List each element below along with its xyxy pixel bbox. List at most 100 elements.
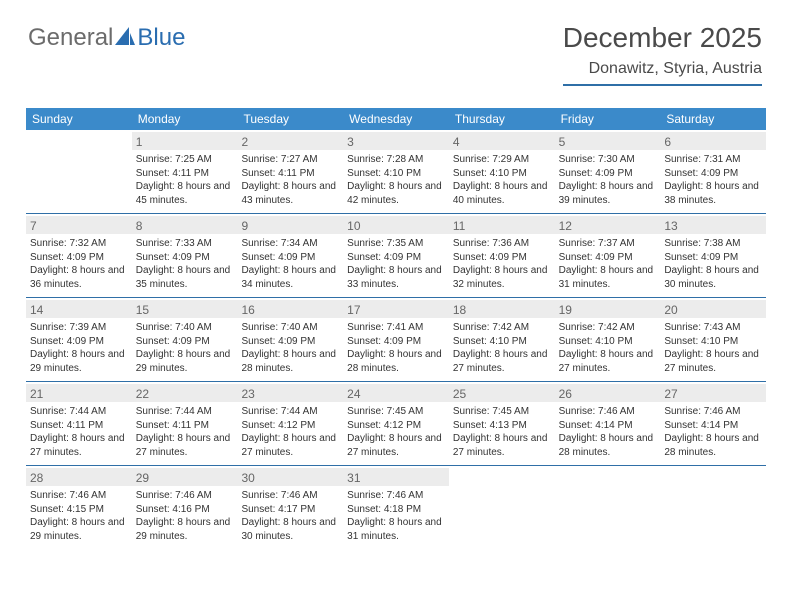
calendar-day: 25Sunrise: 7:45 AMSunset: 4:13 PMDayligh… xyxy=(449,382,555,465)
sunrise-text: Sunrise: 7:46 AM xyxy=(559,405,657,419)
daylight-text: Daylight: 8 hours and 36 minutes. xyxy=(30,264,128,291)
daylight-text: Daylight: 8 hours and 34 minutes. xyxy=(241,264,339,291)
calendar-day: 3 Sunrise: 7:28 AMSunset: 4:10 PMDaylight… xyxy=(343,130,449,213)
calendar-day: 30Sunrise: 7:46 AMSunset: 4:17 PMDayligh… xyxy=(237,466,343,549)
daylight-text: Daylight: 8 hours and 27 minutes. xyxy=(30,432,128,459)
weekday-header: Saturday xyxy=(660,108,766,130)
day-number-row: 27 xyxy=(660,384,766,402)
day-number-row: 10 xyxy=(343,216,449,234)
calendar-day: 27Sunrise: 7:46 AMSunset: 4:14 PMDayligh… xyxy=(660,382,766,465)
calendar-day: 20Sunrise: 7:43 AMSunset: 4:10 PMDayligh… xyxy=(660,298,766,381)
daylight-text: Daylight: 8 hours and 28 minutes. xyxy=(664,432,762,459)
sunrise-text: Sunrise: 7:40 AM xyxy=(136,321,234,335)
day-number: 6 xyxy=(664,135,671,149)
calendar-day xyxy=(449,466,555,549)
sunset-text: Sunset: 4:10 PM xyxy=(347,167,445,181)
calendar-day: 6 Sunrise: 7:31 AMSunset: 4:09 PMDaylight… xyxy=(660,130,766,213)
weekday-header: Friday xyxy=(555,108,661,130)
day-number-row: 16 xyxy=(237,300,343,318)
calendar-day: 23Sunrise: 7:44 AMSunset: 4:12 PMDayligh… xyxy=(237,382,343,465)
sunrise-text: Sunrise: 7:42 AM xyxy=(453,321,551,335)
day-number: 14 xyxy=(30,303,43,317)
day-number: 18 xyxy=(453,303,466,317)
calendar-week: 21Sunrise: 7:44 AMSunset: 4:11 PMDayligh… xyxy=(26,381,766,465)
day-number: 1 xyxy=(136,135,143,149)
day-number: 25 xyxy=(453,387,466,401)
daylight-text: Daylight: 8 hours and 31 minutes. xyxy=(347,516,445,543)
sunset-text: Sunset: 4:18 PM xyxy=(347,503,445,517)
daylight-text: Daylight: 8 hours and 28 minutes. xyxy=(241,348,339,375)
daylight-text: Daylight: 8 hours and 29 minutes. xyxy=(30,516,128,543)
day-number: 17 xyxy=(347,303,360,317)
day-number-row: 18 xyxy=(449,300,555,318)
sunrise-text: Sunrise: 7:46 AM xyxy=(664,405,762,419)
calendar-day: 2Sunrise: 7:27 AMSunset: 4:11 PMDaylight… xyxy=(237,130,343,213)
day-number-row: 24 xyxy=(343,384,449,402)
sunrise-text: Sunrise: 7:28 AM xyxy=(347,153,445,167)
sunrise-text: Sunrise: 7:46 AM xyxy=(241,489,339,503)
day-number: 5 xyxy=(559,135,566,149)
sunrise-text: Sunrise: 7:44 AM xyxy=(30,405,128,419)
calendar-day: 18Sunrise: 7:42 AMSunset: 4:10 PMDayligh… xyxy=(449,298,555,381)
day-number-row: 29 xyxy=(132,468,238,486)
day-number-row: 15 xyxy=(132,300,238,318)
sunset-text: Sunset: 4:11 PM xyxy=(30,419,128,433)
sunset-text: Sunset: 4:09 PM xyxy=(664,167,762,181)
day-number-row: 5 xyxy=(555,132,661,150)
calendar-day: 28Sunrise: 7:46 AMSunset: 4:15 PMDayligh… xyxy=(26,466,132,549)
sunset-text: Sunset: 4:12 PM xyxy=(347,419,445,433)
daylight-text: Daylight: 8 hours and 43 minutes. xyxy=(241,180,339,207)
day-number: 13 xyxy=(664,219,677,233)
daylight-text: Daylight: 8 hours and 27 minutes. xyxy=(559,348,657,375)
daylight-text: Daylight: 8 hours and 27 minutes. xyxy=(136,432,234,459)
day-number-row: 11 xyxy=(449,216,555,234)
daylight-text: Daylight: 8 hours and 45 minutes. xyxy=(136,180,234,207)
logo-sail-icon xyxy=(115,24,135,52)
sunrise-text: Sunrise: 7:45 AM xyxy=(347,405,445,419)
daylight-text: Daylight: 8 hours and 38 minutes. xyxy=(664,180,762,207)
sunset-text: Sunset: 4:09 PM xyxy=(30,251,128,265)
day-number-row xyxy=(660,468,766,486)
day-number-row: 3 xyxy=(343,132,449,150)
sunrise-text: Sunrise: 7:45 AM xyxy=(453,405,551,419)
sunset-text: Sunset: 4:15 PM xyxy=(30,503,128,517)
sunset-text: Sunset: 4:11 PM xyxy=(241,167,339,181)
daylight-text: Daylight: 8 hours and 27 minutes. xyxy=(453,348,551,375)
sunset-text: Sunset: 4:09 PM xyxy=(347,251,445,265)
calendar: Sunday Monday Tuesday Wednesday Thursday… xyxy=(26,108,766,549)
day-number: 27 xyxy=(664,387,677,401)
calendar-day: 22Sunrise: 7:44 AMSunset: 4:11 PMDayligh… xyxy=(132,382,238,465)
logo-text-blue: Blue xyxy=(137,24,185,52)
calendar-day xyxy=(555,466,661,549)
day-number: 29 xyxy=(136,471,149,485)
calendar-day: 16Sunrise: 7:40 AMSunset: 4:09 PMDayligh… xyxy=(237,298,343,381)
sunrise-text: Sunrise: 7:46 AM xyxy=(136,489,234,503)
day-number: 7 xyxy=(30,219,37,233)
sunset-text: Sunset: 4:09 PM xyxy=(559,251,657,265)
sunrise-text: Sunrise: 7:30 AM xyxy=(559,153,657,167)
calendar-day: 21 Sunrise: 7:44 AMSunset: 4:11 PMDayligh… xyxy=(26,382,132,465)
sunset-text: Sunset: 4:09 PM xyxy=(664,251,762,265)
daylight-text: Daylight: 8 hours and 28 minutes. xyxy=(559,432,657,459)
sunrise-text: Sunrise: 7:29 AM xyxy=(453,153,551,167)
sunrise-text: Sunrise: 7:31 AM xyxy=(664,153,762,167)
logo: General Blue xyxy=(28,24,185,52)
day-number-row: 1 xyxy=(132,132,238,150)
calendar-day: 17Sunrise: 7:41 AMSunset: 4:09 PMDayligh… xyxy=(343,298,449,381)
calendar-day: 19Sunrise: 7:42 AMSunset: 4:10 PMDayligh… xyxy=(555,298,661,381)
daylight-text: Daylight: 8 hours and 27 minutes. xyxy=(347,432,445,459)
day-number: 15 xyxy=(136,303,149,317)
daylight-text: Daylight: 8 hours and 27 minutes. xyxy=(453,432,551,459)
day-number: 20 xyxy=(664,303,677,317)
calendar-week: 1Sunrise: 7:25 AMSunset: 4:11 PMDaylight… xyxy=(26,130,766,213)
day-number-row: 17 xyxy=(343,300,449,318)
sunset-text: Sunset: 4:14 PM xyxy=(559,419,657,433)
day-number: 10 xyxy=(347,219,360,233)
sunrise-text: Sunrise: 7:44 AM xyxy=(241,405,339,419)
calendar-day: 9Sunrise: 7:34 AMSunset: 4:09 PMDaylight… xyxy=(237,214,343,297)
daylight-text: Daylight: 8 hours and 42 minutes. xyxy=(347,180,445,207)
day-number: 21 xyxy=(30,387,43,401)
sunset-text: Sunset: 4:17 PM xyxy=(241,503,339,517)
sunrise-text: Sunrise: 7:38 AM xyxy=(664,237,762,251)
day-number: 19 xyxy=(559,303,572,317)
